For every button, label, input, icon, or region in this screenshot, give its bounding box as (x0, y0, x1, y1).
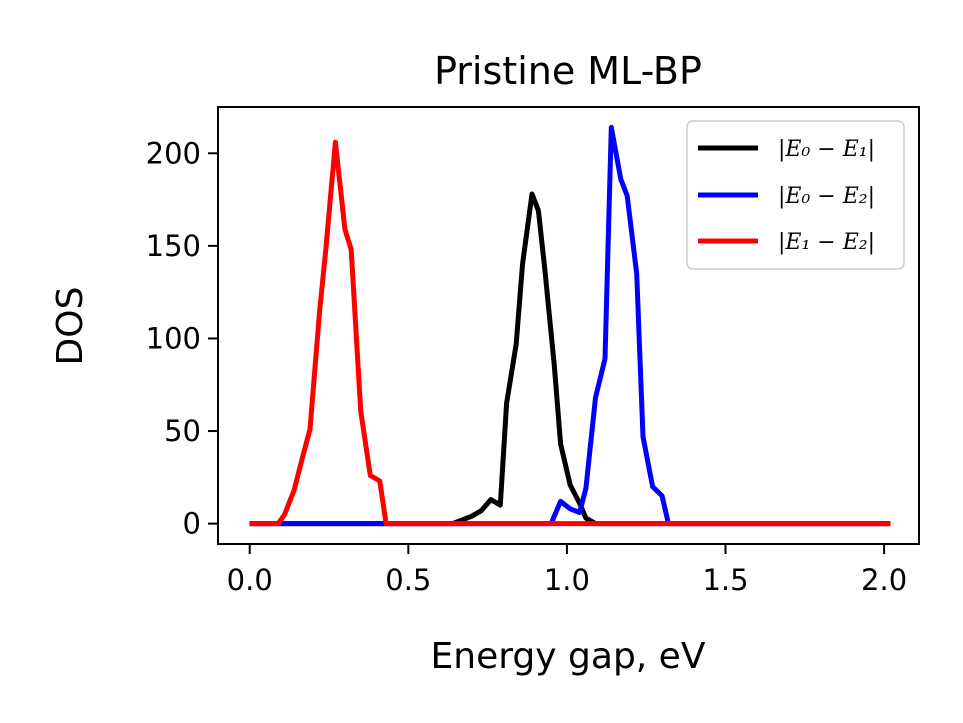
legend-label-e0-e1: |E₀ − E₁| (778, 137, 875, 162)
series-line-e0-e2 (249, 124, 891, 527)
x-tick-label: 1.5 (702, 563, 748, 597)
plot-area (249, 124, 891, 527)
y-axis-ticks: 0 50 100 150 200 (146, 136, 218, 541)
y-tick-label: 100 (146, 321, 201, 355)
legend-box (686, 120, 905, 270)
y-tick-label: 50 (164, 414, 201, 448)
y-tick-label: 150 (146, 229, 201, 263)
x-tick-label: 2.0 (861, 563, 907, 597)
plot-frame (217, 106, 920, 545)
legend-label-e0-e2: |E₀ − E₂| (778, 184, 875, 209)
legend-label-e1-e2: |E₁ − E₂| (778, 230, 875, 255)
y-tick-label: 200 (146, 136, 201, 170)
x-tick-label: 0.0 (227, 563, 273, 597)
x-tick-label: 0.5 (385, 563, 431, 597)
legend: |E₀ − E₁| |E₀ − E₂| |E₁ − E₂| (686, 120, 905, 270)
y-axis-label: DOS (50, 287, 91, 366)
y-tick-label: 0 (183, 507, 201, 541)
series-line-e1-e2 (249, 139, 891, 527)
x-axis-label: Energy gap, eV (431, 636, 706, 677)
x-tick-label: 1.0 (544, 563, 590, 597)
chart-title: Pristine ML-BP (434, 49, 702, 93)
x-axis-ticks: 0.0 0.5 1.0 1.5 2.0 (227, 544, 907, 597)
series-line-e0-e1 (249, 191, 891, 527)
